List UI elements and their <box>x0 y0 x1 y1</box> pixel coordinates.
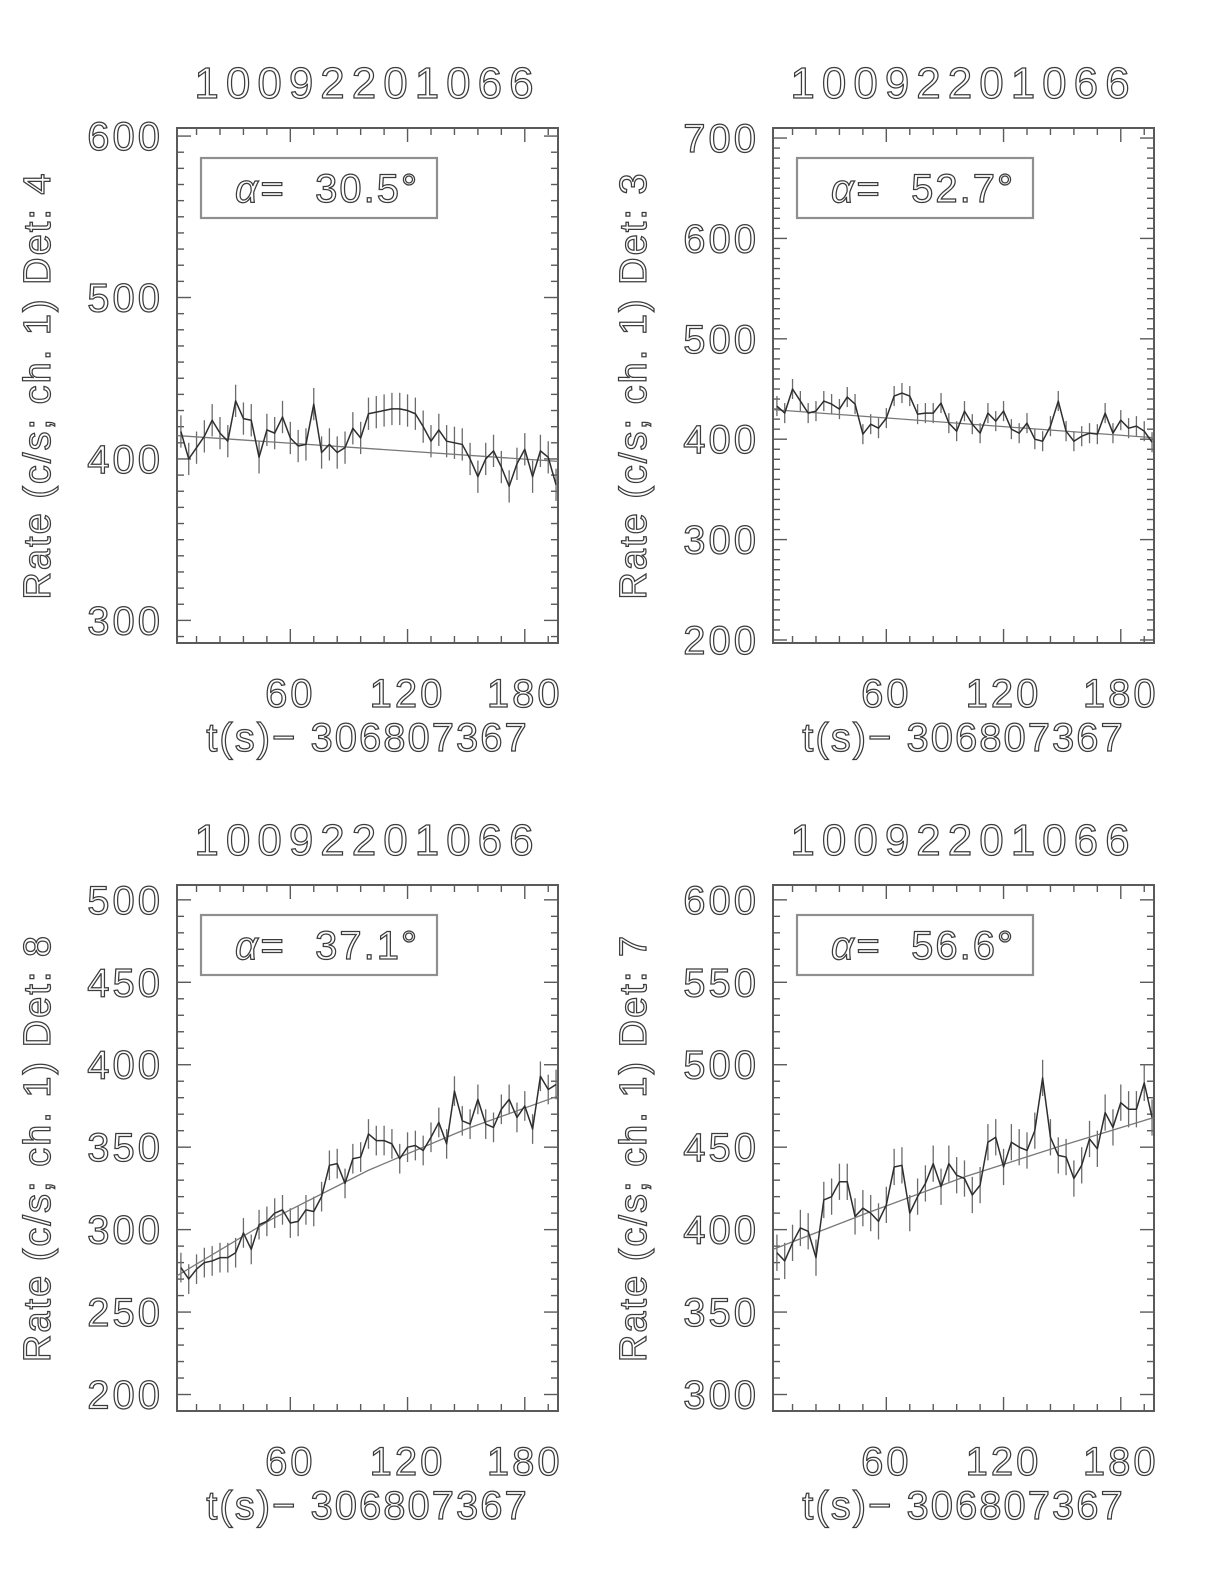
light-curve-line <box>776 1077 1153 1262</box>
x-tick-label: 180 <box>1083 672 1159 716</box>
x-tick-label: 60 <box>265 672 316 716</box>
light-curve-line <box>776 388 1153 443</box>
fit-line <box>772 1116 1155 1251</box>
plot-title: 10092201066 <box>194 816 540 865</box>
y-tick-label: 400 <box>683 418 759 462</box>
y-tick-label: 500 <box>683 1044 759 1088</box>
plot-frame <box>772 127 1155 644</box>
y-tick-label: 450 <box>683 1126 759 1170</box>
y-axis-label: Rate (c/s; ch. 1) Det: 7 <box>613 934 655 1362</box>
plot-frame <box>176 127 559 644</box>
x-tick-label: 180 <box>487 672 563 716</box>
plot-title: 10092201066 <box>194 59 540 108</box>
light-curve-line <box>180 1075 557 1280</box>
alpha-annotation-label: α= 37.1° <box>235 924 419 968</box>
y-tick-label: 300 <box>87 1209 163 1253</box>
x-axis-label: t(s)− 306807367 <box>206 1484 528 1528</box>
alpha-annotation-label: α= 52.7° <box>831 167 1015 211</box>
plot-title: 10092201066 <box>790 59 1136 108</box>
alpha-annotation-box <box>199 913 439 977</box>
x-tick-label: 60 <box>861 1440 912 1484</box>
axis-ticks <box>773 885 1154 1412</box>
y-tick-label: 300 <box>87 599 163 643</box>
x-tick-label: 180 <box>1083 1440 1159 1484</box>
y-tick-label: 700 <box>683 117 759 161</box>
y-axis-label: Rate (c/s; ch. 1) Det: 3 <box>613 171 655 599</box>
y-tick-label: 300 <box>683 1374 759 1418</box>
alpha-annotation-label: α= 56.6° <box>831 924 1015 968</box>
x-axis-label: t(s)− 306807367 <box>802 1484 1124 1528</box>
x-tick-label: 180 <box>487 1440 563 1484</box>
plot-frame <box>176 884 559 1412</box>
x-tick-label: 120 <box>370 1440 446 1484</box>
error-bars <box>180 384 557 503</box>
x-tick-label: 60 <box>265 1440 316 1484</box>
x-tick-label: 120 <box>966 1440 1042 1484</box>
y-tick-label: 600 <box>683 879 759 923</box>
y-tick-label: 200 <box>683 619 759 663</box>
y-tick-label: 500 <box>87 879 163 923</box>
alpha-annotation-box <box>795 913 1035 977</box>
x-axis-label: t(s)− 306807367 <box>802 716 1124 760</box>
panel-det7: 300 350 400 450 500 550 600 60 120 180 10092201066… <box>612 815 1159 1528</box>
axis-ticks <box>177 128 558 643</box>
error-bars <box>776 378 1153 453</box>
y-axis-label: Rate (c/s; ch. 1) Det: 4 <box>17 171 59 599</box>
x-axis-label: t(s)− 306807367 <box>206 716 528 760</box>
y-tick-label: 550 <box>683 961 759 1005</box>
y-tick-label: 350 <box>683 1291 759 1335</box>
error-bars <box>776 1059 1153 1280</box>
plot-title: 10092201066 <box>790 816 1136 865</box>
x-tick-label: 120 <box>966 672 1042 716</box>
axis-ticks <box>177 885 558 1412</box>
panel-det8: 200 250 300 350 400 450 500 60 120 180 10092201066… <box>16 815 563 1528</box>
error-bars <box>180 1061 557 1294</box>
y-tick-label: 600 <box>87 115 163 159</box>
alpha-annotation-box <box>199 156 439 220</box>
y-tick-label: 200 <box>87 1374 163 1418</box>
panel-det3: 200 300 400 500 600 700 60 120 180 10092201066 t(s… <box>612 58 1159 760</box>
fit-line <box>176 434 559 463</box>
y-tick-label: 400 <box>87 438 163 482</box>
y-axis-label: Rate (c/s; ch. 1) Det: 8 <box>17 934 59 1362</box>
alpha-annotation-label: α= 30.5° <box>235 167 419 211</box>
plot-frame <box>772 884 1155 1412</box>
y-tick-label: 400 <box>87 1044 163 1088</box>
y-tick-label: 500 <box>683 318 759 362</box>
y-tick-label: 500 <box>87 277 163 321</box>
y-tick-label: 400 <box>683 1209 759 1253</box>
y-tick-label: 450 <box>87 961 163 1005</box>
y-tick-label: 350 <box>87 1126 163 1170</box>
light-curve-line <box>180 400 557 488</box>
panel-det4: 300 400 500 600 60 120 180 10092201066 t(s)− 306… <box>16 58 563 760</box>
x-tick-label: 120 <box>370 672 446 716</box>
y-tick-label: 250 <box>87 1291 163 1335</box>
y-tick-label: 600 <box>683 217 759 261</box>
x-tick-label: 60 <box>861 672 912 716</box>
alpha-annotation-box <box>795 156 1035 220</box>
axis-ticks <box>773 128 1154 643</box>
y-tick-label: 300 <box>683 519 759 563</box>
